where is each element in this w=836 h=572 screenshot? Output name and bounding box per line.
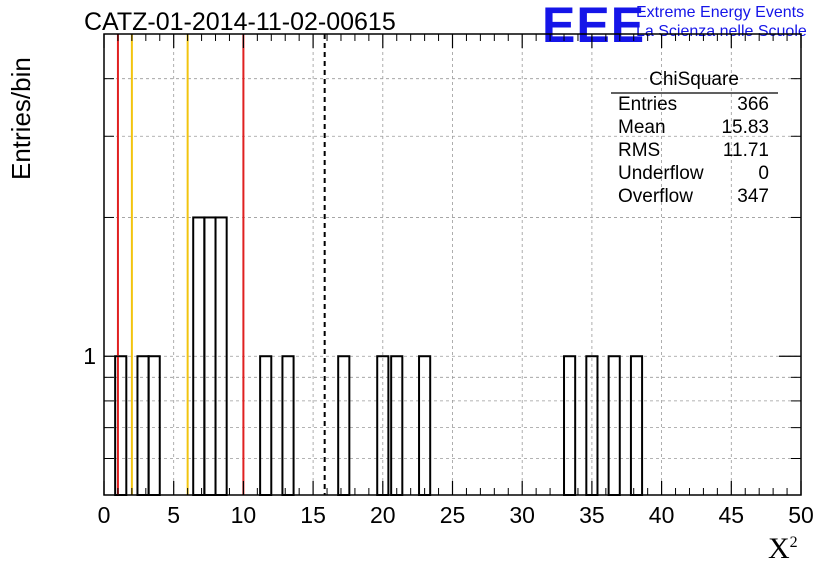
stats-row-value: 11.71 <box>723 140 769 161</box>
stats-row-label: Entries <box>618 94 677 115</box>
x-tick-label: 0 <box>98 502 111 528</box>
chart-title: CATZ-01-2014-11-02-00615 <box>84 8 396 36</box>
logo-line-2: La Scienza nelle Scuole <box>636 23 807 40</box>
stats-row-label: RMS <box>618 140 660 161</box>
reference-lines <box>116 34 326 495</box>
axis-ticks: 0 5 10 15 20 25 30 35 40 45 50 1 <box>83 34 814 528</box>
stats-row-label: Overflow <box>618 186 693 207</box>
y-tick-label: 1 <box>83 343 96 369</box>
x-axis-label-superscript: 2 <box>789 534 798 551</box>
stats-row-label: Underflow <box>618 163 704 184</box>
x-tick-label: 30 <box>509 502 535 528</box>
stats-box: ChiSquare Entries 366 Mean 15.83 RMS 11.71 Und… <box>611 69 778 207</box>
x-tick-label: 50 <box>788 502 814 528</box>
x-axis-label: X2 <box>768 532 798 566</box>
x-tick-label: 5 <box>167 502 180 528</box>
x-tick-label: 25 <box>440 502 466 528</box>
x-tick-label: 20 <box>370 502 396 528</box>
x-axis-label-symbol: X <box>768 532 790 565</box>
stats-box-title: ChiSquare <box>649 69 739 90</box>
stats-row-value: 366 <box>737 94 769 115</box>
eee-logo-mark: EEE <box>542 0 646 53</box>
x-tick-label: 35 <box>579 502 605 528</box>
stats-row-value: 0 <box>758 163 769 184</box>
grid <box>104 34 801 495</box>
stats-row-value: 347 <box>737 186 769 207</box>
histogram-bins <box>114 216 644 496</box>
stats-row-value: 15.83 <box>721 117 769 138</box>
x-tick-label: 45 <box>719 502 745 528</box>
stats-row-label: Mean <box>618 117 666 138</box>
x-tick-label: 15 <box>300 502 326 528</box>
x-tick-label: 10 <box>231 502 257 528</box>
x-tick-label: 40 <box>649 502 675 528</box>
logo-line-1: Extreme Energy Events <box>636 4 805 21</box>
